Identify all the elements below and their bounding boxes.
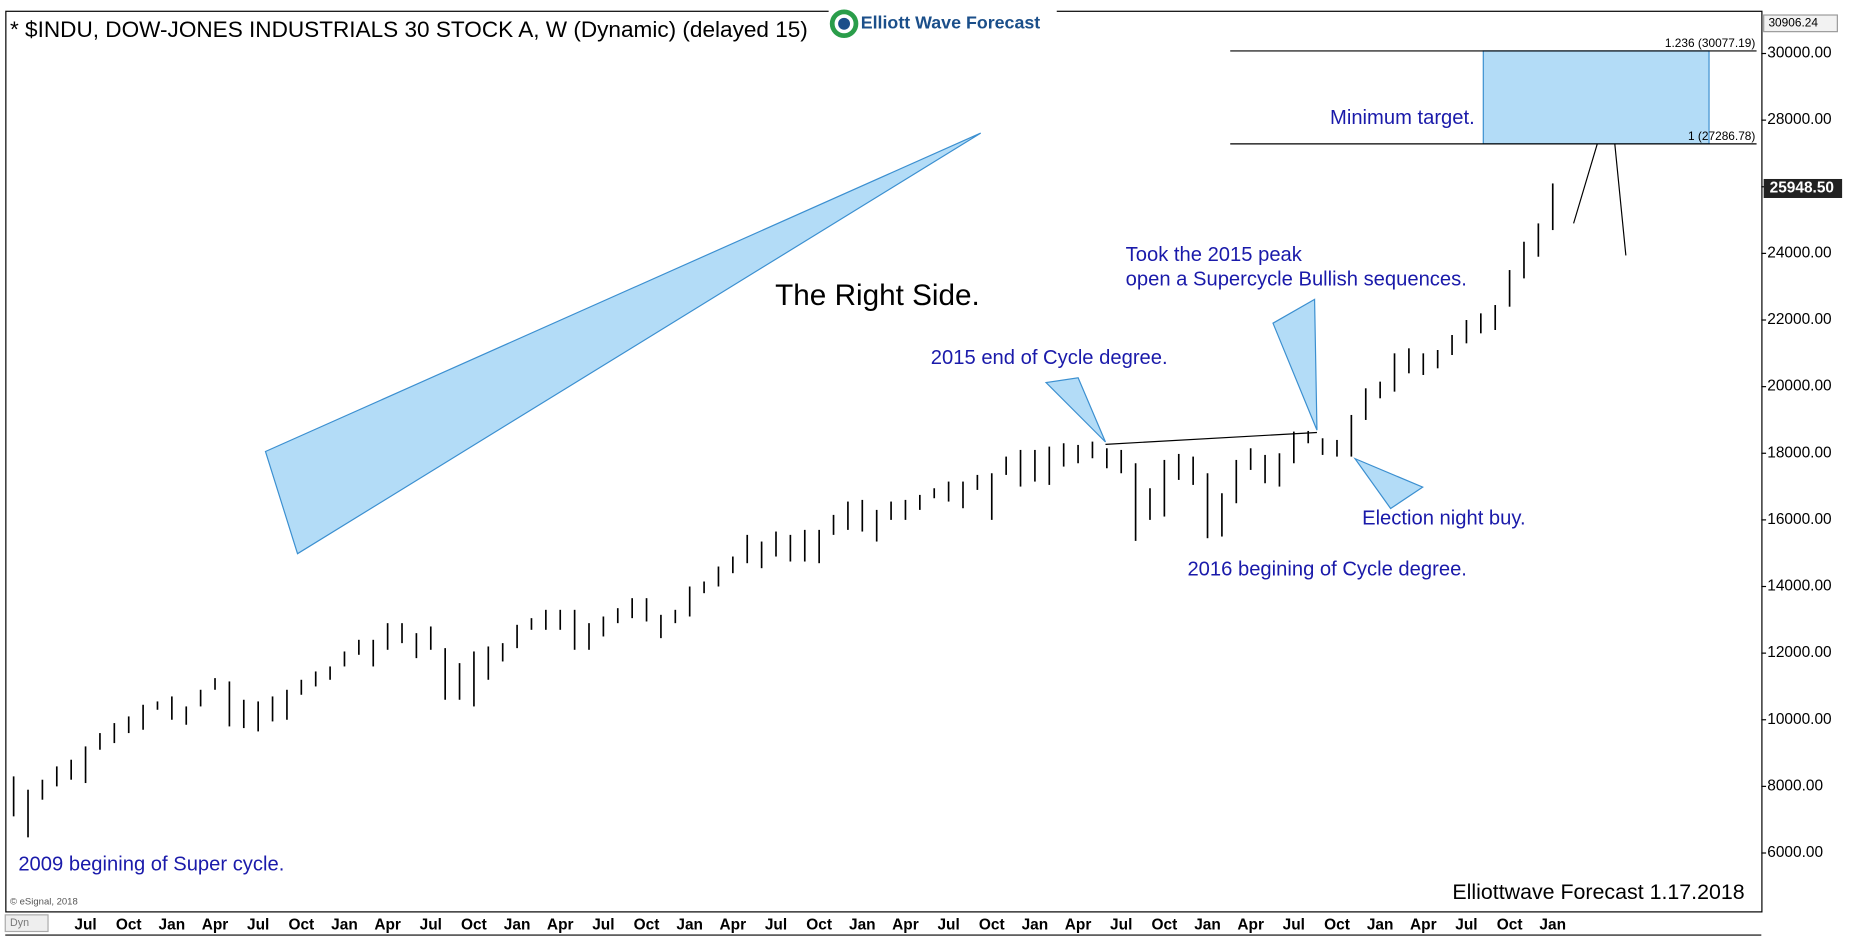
dyn-label: Dyn [10, 917, 29, 929]
x-tick-label: Jan [1022, 917, 1049, 934]
annotation: The Right Side. [775, 279, 980, 312]
dyn-button[interactable] [4, 914, 49, 933]
x-tick-label: Oct [1324, 917, 1350, 934]
x-tick-label: Jul [1110, 917, 1132, 934]
y-tick-label: 10000.00 [1767, 711, 1831, 728]
y-tick-label: 30000.00 [1767, 45, 1831, 62]
neckline [1105, 431, 1317, 445]
annotation: 2015 end of Cycle degree. [931, 347, 1168, 369]
x-tick-label: Oct [634, 917, 660, 934]
x-tick-label: Jan [1367, 917, 1394, 934]
footer: Elliottwave Forecast 1.17.2018 [1452, 880, 1744, 904]
y-tick-label: 16000.00 [1767, 511, 1831, 528]
logo-icon-core [838, 17, 851, 30]
chart-title: * $INDU, DOW-JONES INDUSTRIALS 30 STOCK … [10, 17, 808, 42]
x-tick-label: Jul [74, 917, 96, 934]
x-tick-label: Apr [1237, 917, 1264, 934]
annotation: Took the 2015 peak [1126, 244, 1303, 266]
logo: Elliott Wave Forecast [828, 5, 1057, 42]
logo-text: Elliott Wave Forecast [861, 12, 1041, 32]
x-tick-label: Jul [1283, 917, 1305, 934]
x-tick-label: Oct [1152, 917, 1178, 934]
x-tick-label: Jan [849, 917, 876, 934]
y-tick-label: 24000.00 [1767, 244, 1831, 261]
x-tick-label: Oct [979, 917, 1005, 934]
logo-icon [829, 9, 859, 39]
x-tick-label: Apr [1065, 917, 1092, 934]
last-price-label: 25948.50 [1770, 180, 1834, 197]
x-tick-label: Oct [116, 917, 142, 934]
x-tick-label: Jan [504, 917, 531, 934]
y-tick-label: 14000.00 [1767, 578, 1831, 595]
x-tick-label: Oct [461, 917, 487, 934]
callout [1353, 457, 1424, 510]
y-tick-label: 28000.00 [1767, 111, 1831, 128]
fib-label: 1.236 (30077.19) [1665, 36, 1755, 50]
y-tick-label: 22000.00 [1767, 311, 1831, 328]
annotation: 2009 begining of Super cycle. [18, 853, 284, 875]
x-tick-label: Apr [892, 917, 919, 934]
y-tick-label: 12000.00 [1767, 644, 1831, 661]
copyright: © eSignal, 2018 [10, 896, 78, 907]
x-tick-label: Apr [202, 917, 229, 934]
axis-high-label: 30906.24 [1768, 15, 1818, 29]
x-tick-label: Apr [374, 917, 401, 934]
annotation: open a Supercycle Bullish sequences. [1126, 269, 1467, 291]
y-tick-label: 20000.00 [1767, 378, 1831, 395]
callout [1272, 298, 1318, 431]
x-tick-label: Jan [1194, 917, 1221, 934]
axis-high-box [1763, 14, 1838, 33]
x-tick-label: Oct [288, 917, 314, 934]
x-tick-label: Jan [676, 917, 703, 934]
y-tick-label: 18000.00 [1767, 444, 1831, 461]
x-tick-label: Jul [420, 917, 442, 934]
x-tick-label: Jul [937, 917, 959, 934]
annotation: Election night buy. [1362, 508, 1525, 530]
y-tick-label: 8000.00 [1767, 777, 1823, 794]
x-tick-label: Jul [765, 917, 787, 934]
x-tick-label: Jan [159, 917, 186, 934]
x-tick-label: Apr [720, 917, 747, 934]
x-tick-label: Apr [547, 917, 574, 934]
x-tick-label: Oct [1497, 917, 1523, 934]
y-tick-label: 6000.00 [1767, 844, 1823, 861]
target-box [1482, 50, 1710, 145]
x-tick-label: Oct [806, 917, 832, 934]
last-price-box [1763, 178, 1843, 198]
x-tick-label: Apr [1410, 917, 1437, 934]
x-tick-label: Jul [247, 917, 269, 934]
x-tick-label: Jan [331, 917, 358, 934]
fib-label: 1 (27286.78) [1688, 129, 1755, 143]
annotation: 2016 begining of Cycle degree. [1187, 559, 1466, 581]
x-tick-label: Jul [592, 917, 614, 934]
x-tick-label: Jul [1455, 917, 1477, 934]
callout [1044, 377, 1107, 443]
logo-background [828, 5, 1057, 42]
x-tick-label: Jan [1539, 917, 1566, 934]
annotation: Minimum target. [1330, 107, 1475, 129]
callout [264, 132, 982, 555]
